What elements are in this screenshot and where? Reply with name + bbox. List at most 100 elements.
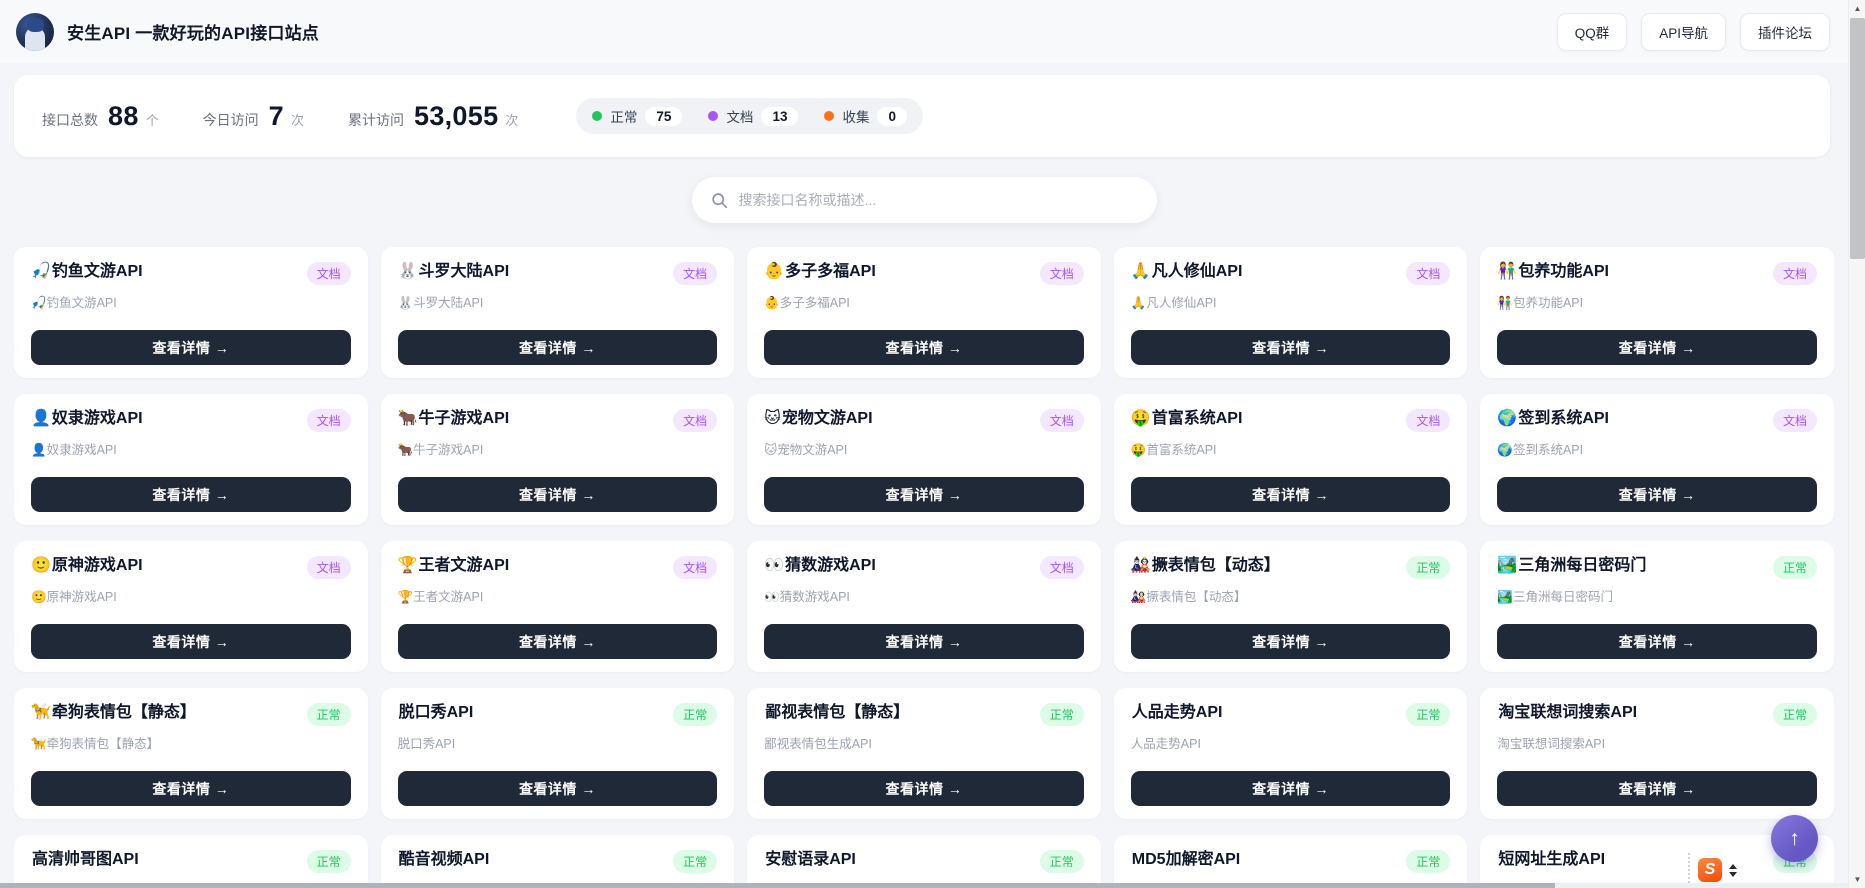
scrollbar-down-arrow-icon[interactable]: ▼ [1853,875,1862,884]
view-details-button[interactable]: 查看详情 → [31,330,351,365]
status-badge: 文档 [1406,409,1451,432]
status-item-collect[interactable]: 收集 0 [824,106,907,126]
card-title-text: 三角洲每日密码门 [1518,557,1647,574]
card-title-text: 高清帅哥图API [32,851,139,868]
status-badge: 正常 [1772,703,1817,726]
card-emoji-icon: 👀 [764,557,785,574]
card-title: 🙏凡人修仙API [1131,262,1243,282]
orange-dot-icon [824,111,835,121]
card-emoji-icon: 👶 [764,263,785,280]
status-item-normal[interactable]: 正常 75 [592,106,683,126]
api-card: 🏆王者文游API 文档 🏆王者文游API 查看详情 → [380,541,735,672]
api-card: 脱口秀API 正常 脱口秀API 查看详情 → [380,688,735,819]
card-title: MD5加解密API [1131,850,1240,870]
card-title: 🐰斗罗大陆API [398,262,510,282]
status-badge: 文档 [306,262,351,285]
status-badge: 文档 [673,556,718,579]
nav-button-qq-group[interactable]: QQ群 [1556,12,1628,51]
view-details-button[interactable]: 查看详情 → [1497,624,1817,659]
status-badge: 文档 [1039,262,1084,285]
api-card: 👶多子多福API 文档 👶多子多福API 查看详情 → [747,247,1101,378]
view-details-button[interactable]: 查看详情 → [1497,477,1817,512]
card-head: 🏆王者文游API 文档 [398,556,718,579]
card-subtitle: 🏞️三角洲每日密码门 [1497,590,1613,604]
card-title-text: 人品走势API [1131,704,1223,721]
card-head: 🏞️三角洲每日密码门 正常 [1497,556,1817,579]
card-head: 🐂牛子游戏API 文档 [398,409,718,432]
scroll-to-top-button[interactable]: ↑ [1771,815,1818,862]
search-input[interactable] [738,192,1138,208]
view-details-button[interactable]: 查看详情 → [1130,477,1451,512]
view-details-button[interactable]: 查看详情 → [397,624,718,659]
horizontal-scrollbar-thumb[interactable] [0,883,1555,888]
status-badge: 文档 [1406,262,1451,285]
vertical-scrollbar-thumb[interactable] [1850,18,1865,259]
card-emoji-icon: 🐱 [764,410,781,427]
api-card: 👤奴隶游戏API 文档 👤奴隶游戏API 查看详情 → [14,394,368,525]
card-subtitle: 🏆王者文游API [397,590,484,604]
view-details-button[interactable]: 查看详情 → [1130,330,1451,365]
api-card: 🦮牵狗表情包【静态】 正常 🦮牵狗表情包【静态】 查看详情 → [14,688,368,819]
card-emoji-icon: 👤 [31,410,51,427]
view-details-button[interactable]: 查看详情 → [764,477,1084,512]
card-subtitle: 👫包养功能API [1497,296,1584,310]
view-details-button[interactable]: 查看详情 → [397,477,718,512]
caret-down-icon [1729,871,1737,877]
card-title: 🙂原神游戏API [31,556,143,576]
view-details-button[interactable]: 查看详情 → [397,330,718,365]
view-details-button[interactable]: 查看详情 → [31,477,351,512]
nav-button-api-nav[interactable]: API导航 [1641,12,1726,51]
status-filter-group: 正常 75 文档 13 收集 0 [576,98,923,134]
card-title-text: 凡人修仙API [1151,263,1243,280]
view-details-button[interactable]: 查看详情 → [397,771,718,806]
view-details-button[interactable]: 查看详情 → [764,330,1084,365]
view-details-button[interactable]: 查看详情 → [31,624,351,659]
card-emoji-icon: 🙂 [31,557,51,574]
card-title-text: 包养功能API [1518,263,1609,280]
card-title: 鄙视表情包【静态】 [764,703,909,723]
card-subtitle: 👶多子多福API [764,296,850,310]
view-details-button[interactable]: 查看详情 → [1497,330,1817,365]
api-card: 👫包养功能API 文档 👫包养功能API 查看详情 → [1480,247,1834,378]
plugin-arrows[interactable] [1729,863,1737,877]
card-emoji-icon: 🤑 [1130,410,1151,427]
view-details-button[interactable]: 查看详情 → [764,771,1084,806]
card-emoji-icon: 🎣 [31,263,51,280]
status-badge: 文档 [306,556,351,579]
card-head: 🎎撅表情包【动态】 正常 [1131,556,1451,579]
card-title: 🐱宠物文游API [764,409,872,429]
card-subtitle: 脱口秀API [397,737,456,751]
card-subtitle: 🤑首富系统API [1130,443,1217,457]
stat-value: 88 [108,100,139,131]
card-title: 🎎撅表情包【动态】 [1131,556,1280,576]
view-details-button[interactable]: 查看详情 → [1130,624,1451,659]
plugin-s-icon[interactable]: S [1698,858,1722,882]
scrollbar-up-arrow-icon[interactable]: ▲ [1853,4,1862,13]
status-badge: 文档 [1039,409,1084,432]
horizontal-scrollbar[interactable] [0,883,1848,888]
status-item-doc[interactable]: 文档 13 [708,106,799,126]
view-details-button[interactable]: 查看详情 → [764,624,1084,659]
card-title-text: 安慰语录API [765,851,856,868]
stat-value: 53,055 [414,100,499,131]
nav-button-plugin-forum[interactable]: 插件论坛 [1740,12,1830,51]
card-title-text: 首富系统API [1151,410,1243,427]
vertical-scrollbar[interactable]: ▲ ▼ [1848,0,1865,888]
view-details-button[interactable]: 查看详情 → [1130,771,1451,806]
card-title-text: 撅表情包【动态】 [1151,557,1280,574]
api-card: 🙏凡人修仙API 文档 🙏凡人修仙API 查看详情 → [1113,247,1468,378]
card-title-text: 多子多福API [785,263,876,280]
site-title: 安生API 一款好玩的API接口站点 [67,24,320,43]
view-details-button[interactable]: 查看详情 → [1497,771,1817,806]
stat-total-visits: 累计访问 53,055 次 [348,101,518,132]
site-avatar[interactable] [16,12,54,51]
status-badge: 文档 [1772,409,1817,432]
card-title-text: 斗罗大陆API [418,263,510,280]
card-head: 👫包养功能API 文档 [1497,262,1817,285]
card-title-text: 奴隶游戏API [51,410,143,427]
card-title: 安慰语录API [764,850,856,870]
api-card: 安慰语录API 正常 安慰语录API 查看详情 → [747,835,1101,888]
api-card: 🤑首富系统API 文档 🤑首富系统API 查看详情 → [1113,394,1468,525]
view-details-button[interactable]: 查看详情 → [31,771,351,806]
card-title-text: 猜数游戏API [785,557,876,574]
